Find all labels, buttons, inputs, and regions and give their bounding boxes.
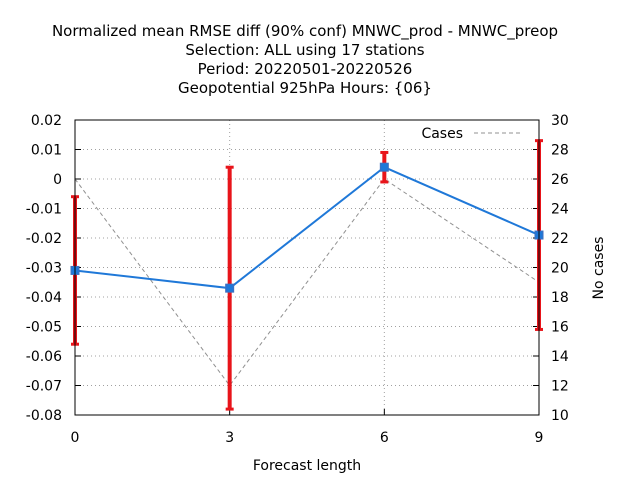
y-tick-label: -0.07 — [26, 379, 62, 395]
series-line-rmse-diff — [74, 166, 540, 290]
y-tick-label: -0.03 — [26, 261, 62, 277]
y-tick-label: -0.06 — [26, 349, 62, 365]
chart-title: Normalized mean RMSE diff (90% conf) MNW… — [52, 22, 558, 97]
x-tick-label: 0 — [71, 430, 80, 446]
y2-axis-label: No cases — [591, 237, 607, 300]
plot-frame — [74, 119, 540, 416]
x-tick-label: 6 — [380, 430, 389, 446]
series-line-cases — [74, 178, 540, 387]
y2-tick-label: 22 — [551, 231, 569, 247]
y2-tick-label: 16 — [551, 320, 569, 336]
ticks: 0.02 0.01 0 -0.01 -0.02 -0.03 -0.04 -0.05 -0.06 -… — [26, 113, 569, 446]
title-line-1: Normalized mean RMSE diff (90% conf) MNW… — [52, 22, 558, 41]
y-tick-label: -0.02 — [26, 231, 62, 247]
y2-tick-label: 18 — [551, 290, 569, 306]
grid — [75, 120, 539, 415]
legend-label-cases: Cases — [421, 126, 463, 142]
y2-tick-label: 28 — [551, 143, 569, 159]
title-line-4: Geopotential 925hPa Hours: {06} — [178, 79, 432, 97]
y2-tick-label: 12 — [551, 379, 569, 395]
x-tick-label: 3 — [225, 430, 234, 446]
y2-tick-label: 26 — [551, 172, 569, 188]
y2-tick-label: 10 — [551, 408, 569, 424]
y2-tick-label: 20 — [551, 261, 569, 277]
y-tick-label: -0.01 — [26, 202, 62, 218]
data-point — [379, 162, 389, 172]
x-axis-label: Forecast length — [253, 458, 361, 474]
legend: Cases — [421, 126, 522, 142]
y-tick-label: 0 — [53, 172, 62, 188]
title-line-2: Selection: ALL using 17 stations — [185, 41, 424, 59]
y2-tick-label: 30 — [551, 113, 569, 129]
y-tick-label: -0.08 — [26, 408, 62, 424]
y-tick-label: 0.02 — [31, 113, 62, 129]
data-point — [225, 283, 235, 293]
y-tick-label: -0.05 — [26, 320, 62, 336]
x-tick-label: 9 — [535, 430, 544, 446]
y-tick-label: 0.01 — [31, 143, 62, 159]
y2-tick-label: 24 — [551, 202, 569, 218]
y2-tick-label: 14 — [551, 349, 569, 365]
y-tick-label: -0.04 — [26, 290, 62, 306]
title-line-3: Period: 20220501-20220526 — [198, 60, 413, 78]
series-layer — [70, 139, 544, 411]
